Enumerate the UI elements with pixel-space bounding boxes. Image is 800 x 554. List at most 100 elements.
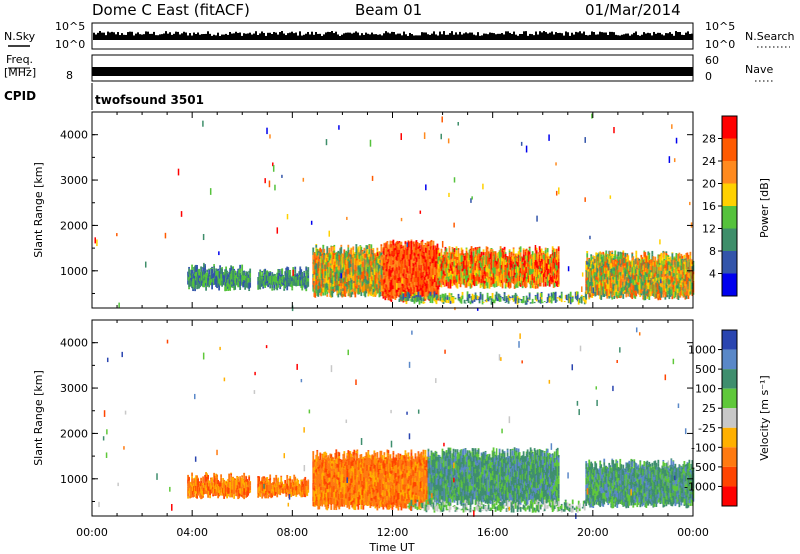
power-echo-cell xyxy=(412,266,415,268)
power-echo-cell xyxy=(637,288,640,294)
power-echo-cell xyxy=(525,250,528,256)
power-echo-cell xyxy=(238,279,241,283)
power-echo-cell xyxy=(677,288,680,293)
power-echo-cell xyxy=(498,250,501,252)
power-echo-cell xyxy=(455,248,458,251)
power-echo-cell xyxy=(245,275,248,279)
noise-bar xyxy=(395,34,397,40)
power-echo-cell xyxy=(323,267,326,270)
velocity-echo-cell xyxy=(196,491,198,494)
power-echo-cell xyxy=(486,276,489,283)
power-echo-cell xyxy=(595,285,598,292)
power-echo-cell xyxy=(414,247,417,254)
power-echo-cell xyxy=(271,272,274,274)
power-echo-cell xyxy=(427,269,430,275)
power-echo-cell xyxy=(300,283,303,287)
power-echo-cell xyxy=(341,269,344,272)
power-echo-cell xyxy=(295,274,298,277)
velocity-echo-cell xyxy=(192,481,194,483)
power-echo-cell xyxy=(511,297,514,300)
power-echo-cell xyxy=(651,265,654,273)
velocity-echo-cell xyxy=(191,489,193,495)
power-echo-cell xyxy=(630,274,633,278)
power-echo-cell xyxy=(432,256,435,264)
power-echo-cell xyxy=(647,262,650,265)
power-echo-cell xyxy=(385,265,388,269)
power-echo-cell xyxy=(362,252,365,255)
power-echo-cell xyxy=(671,296,674,300)
power-noise-cell xyxy=(423,245,425,253)
power-echo-cell xyxy=(418,264,421,271)
power-echo-cell xyxy=(361,250,364,256)
power-echo-cell xyxy=(645,293,648,296)
power-echo-cell xyxy=(672,284,675,290)
noise-bar xyxy=(643,32,645,40)
power-echo-cell xyxy=(485,281,488,286)
power-echo-cell xyxy=(640,288,643,293)
power-echo-cell xyxy=(469,268,472,271)
power-echo-cell xyxy=(682,259,685,263)
power-echo-cell xyxy=(220,273,223,280)
power-echo-cell xyxy=(289,279,292,282)
power-echo-cell xyxy=(231,266,234,271)
power-echo-cell xyxy=(438,272,441,277)
noise-bar xyxy=(507,31,509,40)
power-echo-cell xyxy=(473,281,476,287)
power-echo-cell xyxy=(655,275,658,283)
power-echo-cell xyxy=(564,294,567,299)
power-echo-cell xyxy=(527,262,530,267)
power-echo-cell xyxy=(671,276,674,282)
power-echo-cell xyxy=(576,291,579,295)
power-echo-cell xyxy=(588,259,591,264)
power-echo-cell xyxy=(597,268,600,273)
power-echo-cell xyxy=(213,265,216,273)
power-echo-cell xyxy=(411,298,414,302)
power-echo-cell xyxy=(445,277,448,280)
power-echo-cell xyxy=(658,295,661,299)
power-echo-cell xyxy=(338,268,341,272)
power-echo-cell xyxy=(475,248,478,255)
power-echo-cell xyxy=(239,264,242,269)
velocity-echo-cell xyxy=(212,488,214,492)
power-echo-cell xyxy=(535,250,538,254)
power-echo-cell xyxy=(339,261,342,266)
power-echo-cell xyxy=(269,276,272,283)
power-echo-cell xyxy=(609,253,612,256)
power-echo-cell xyxy=(207,280,209,286)
power-echo-cell xyxy=(555,281,558,287)
power-echo-cell xyxy=(318,282,321,286)
power-echo-cell xyxy=(379,253,382,258)
power-echo-cell xyxy=(684,292,687,296)
power-echo-cell xyxy=(663,279,666,286)
power-echo-cell xyxy=(427,244,430,247)
power-echo-cell xyxy=(514,277,517,285)
power-echo-cell xyxy=(657,294,660,298)
power-echo-cell xyxy=(284,282,287,285)
power-echo-cell xyxy=(411,259,414,264)
power-echo-cell xyxy=(508,296,511,298)
power-echo-cell xyxy=(537,283,540,287)
power-echo-cell xyxy=(472,295,475,300)
power-echo-cell xyxy=(324,254,327,260)
velocity-echo-cell xyxy=(220,482,223,487)
power-colorbar-tick-label: 12 xyxy=(702,223,716,236)
power-echo-cell xyxy=(218,277,221,284)
power-echo-cell xyxy=(660,270,663,276)
power-echo-cell xyxy=(430,287,433,292)
power-echo-cell xyxy=(323,281,326,284)
noise-bar xyxy=(457,34,459,40)
power-echo-cell xyxy=(486,292,489,295)
power-echo-cell xyxy=(357,269,360,276)
power-echo-cell xyxy=(305,288,308,292)
power-echo-cell xyxy=(664,274,667,277)
power-echo-cell xyxy=(234,270,237,274)
power-echo-cell xyxy=(348,293,351,297)
power-echo-cell xyxy=(634,280,637,285)
power-echo-cell xyxy=(416,257,419,260)
power-echo-cell xyxy=(642,281,645,286)
power-echo-cell xyxy=(498,267,501,272)
power-echo-cell xyxy=(660,252,663,257)
power-echo-cell xyxy=(368,273,371,278)
power-echo-cell xyxy=(450,274,453,280)
power-echo-cell xyxy=(591,264,594,271)
